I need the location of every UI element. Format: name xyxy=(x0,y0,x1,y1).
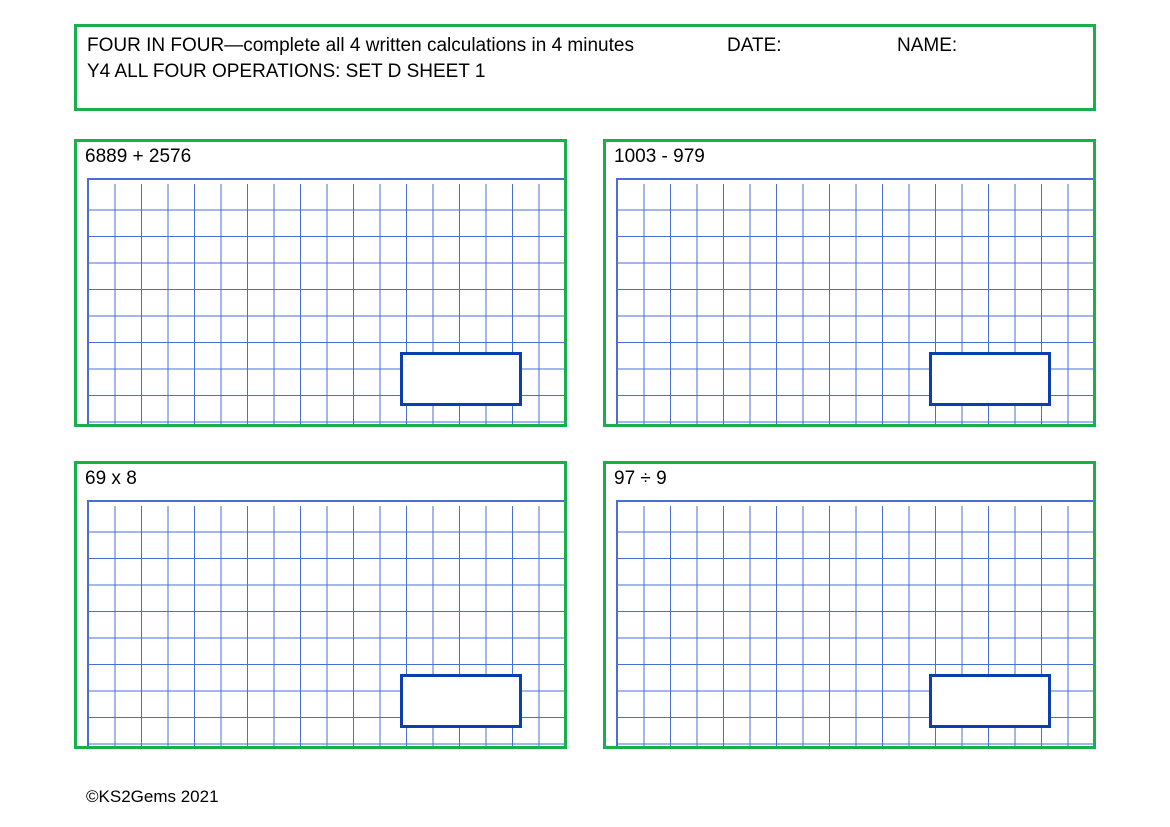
problem-box-4: 97 ÷ 9 xyxy=(603,461,1096,749)
problem-box-2: 1003 - 979 xyxy=(603,139,1096,427)
header-subtitle: Y4 ALL FOUR OPERATIONS: SET D SHEET 1 xyxy=(87,59,1083,85)
problem-label: 1003 - 979 xyxy=(606,142,1093,168)
work-grid[interactable] xyxy=(616,178,1093,424)
work-grid[interactable] xyxy=(87,500,564,746)
answer-box[interactable] xyxy=(929,352,1051,406)
header-box: FOUR IN FOUR—complete all 4 written calc… xyxy=(74,24,1096,111)
problem-box-3: 69 x 8 xyxy=(74,461,567,749)
answer-box[interactable] xyxy=(400,674,522,728)
worksheet-page: FOUR IN FOUR—complete all 4 written calc… xyxy=(0,0,1170,827)
problem-box-1: 6889 + 2576 xyxy=(74,139,567,427)
problems-grid: 6889 + 2576 1003 - 979 69 x 8 97 ÷ 9 xyxy=(74,139,1096,749)
answer-box[interactable] xyxy=(400,352,522,406)
problem-label: 69 x 8 xyxy=(77,464,564,490)
answer-box[interactable] xyxy=(929,674,1051,728)
name-label: NAME: xyxy=(897,33,1083,59)
problem-label: 6889 + 2576 xyxy=(77,142,564,168)
work-grid[interactable] xyxy=(616,500,1093,746)
header-row: FOUR IN FOUR—complete all 4 written calc… xyxy=(87,33,1083,59)
work-grid[interactable] xyxy=(87,178,564,424)
date-label: DATE: xyxy=(727,33,897,59)
problem-label: 97 ÷ 9 xyxy=(606,464,1093,490)
header-instruction: FOUR IN FOUR—complete all 4 written calc… xyxy=(87,33,727,59)
footer-copyright: ©KS2Gems 2021 xyxy=(86,787,219,807)
